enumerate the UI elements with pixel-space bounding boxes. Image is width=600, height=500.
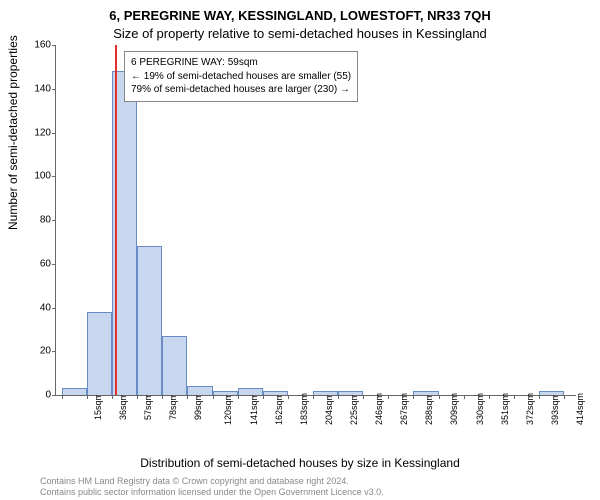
histogram-bar <box>213 391 238 395</box>
histogram-bar <box>62 388 87 395</box>
x-tick-mark <box>187 395 188 399</box>
x-tick-label: 141sqm <box>249 393 259 425</box>
histogram-bar <box>137 246 162 395</box>
footer-line-1: Contains HM Land Registry data © Crown c… <box>40 476 384 487</box>
footer-line-2: Contains public sector information licen… <box>40 487 384 498</box>
y-tick-label: 140 <box>16 83 51 94</box>
y-tick-label: 100 <box>16 171 51 182</box>
annotation-larger: 79% of semi-detached houses are larger (… <box>131 83 351 97</box>
x-tick-mark <box>213 395 214 399</box>
histogram-bar <box>162 336 187 395</box>
x-tick-label: 78sqm <box>168 393 178 420</box>
x-tick-label: 351sqm <box>500 393 510 425</box>
y-tick-mark <box>52 89 56 90</box>
chart-subtitle: Size of property relative to semi-detach… <box>0 26 600 41</box>
x-tick-mark <box>87 395 88 399</box>
y-tick-label: 0 <box>16 390 51 401</box>
x-tick-mark <box>162 395 163 399</box>
x-tick-label: 414sqm <box>575 393 585 425</box>
y-tick-label: 20 <box>16 346 51 357</box>
x-tick-mark <box>439 395 440 399</box>
x-tick-mark <box>464 395 465 399</box>
x-tick-mark <box>514 395 515 399</box>
y-tick-mark <box>52 395 56 396</box>
histogram-bar <box>87 312 112 395</box>
x-tick-label: 288sqm <box>424 393 434 425</box>
x-tick-mark <box>288 395 289 399</box>
y-tick-mark <box>52 351 56 352</box>
x-tick-label: 99sqm <box>193 393 203 420</box>
x-tick-label: 225sqm <box>349 393 359 425</box>
x-tick-mark <box>539 395 540 399</box>
y-tick-mark <box>52 133 56 134</box>
x-tick-label: 36sqm <box>118 393 128 420</box>
y-tick-label: 80 <box>16 215 51 226</box>
y-tick-label: 120 <box>16 127 51 138</box>
histogram-bar <box>313 391 338 395</box>
x-tick-mark <box>263 395 264 399</box>
plot-area: 02040608010012014016015sqm36sqm57sqm78sq… <box>55 45 576 396</box>
x-tick-label: 162sqm <box>274 393 284 425</box>
histogram-bar <box>263 391 288 395</box>
x-tick-label: 393sqm <box>550 393 560 425</box>
x-tick-label: 57sqm <box>143 393 153 420</box>
x-tick-label: 120sqm <box>224 393 234 425</box>
x-tick-mark <box>238 395 239 399</box>
x-tick-mark <box>338 395 339 399</box>
x-tick-label: 309sqm <box>449 393 459 425</box>
x-tick-mark <box>313 395 314 399</box>
y-tick-mark <box>52 176 56 177</box>
chart-title-address: 6, PEREGRINE WAY, KESSINGLAND, LOWESTOFT… <box>0 8 600 23</box>
x-tick-mark <box>137 395 138 399</box>
x-tick-label: 204sqm <box>324 393 334 425</box>
attribution-footer: Contains HM Land Registry data © Crown c… <box>40 476 384 499</box>
annotation-title: 6 PEREGRINE WAY: 59sqm <box>131 56 351 70</box>
histogram-bar <box>539 391 564 395</box>
x-tick-mark <box>564 395 565 399</box>
y-tick-label: 160 <box>16 40 51 51</box>
y-tick-mark <box>52 45 56 46</box>
y-tick-label: 40 <box>16 302 51 313</box>
annotation-box: 6 PEREGRINE WAY: 59sqm← 19% of semi-deta… <box>124 51 358 102</box>
x-tick-mark <box>62 395 63 399</box>
x-tick-label: 372sqm <box>525 393 535 425</box>
x-tick-label: 267sqm <box>399 393 409 425</box>
property-marker-line <box>115 45 117 395</box>
x-tick-mark <box>388 395 389 399</box>
x-tick-label: 246sqm <box>374 393 384 425</box>
annotation-smaller: ← 19% of semi-detached houses are smalle… <box>131 70 351 84</box>
y-tick-mark <box>52 220 56 221</box>
histogram-bar <box>238 388 263 395</box>
y-tick-mark <box>52 308 56 309</box>
x-tick-mark <box>489 395 490 399</box>
histogram-bar <box>338 391 363 395</box>
property-size-histogram: 6, PEREGRINE WAY, KESSINGLAND, LOWESTOFT… <box>0 0 600 500</box>
x-tick-mark <box>413 395 414 399</box>
y-tick-label: 60 <box>16 258 51 269</box>
x-tick-mark <box>363 395 364 399</box>
x-tick-label: 183sqm <box>299 393 309 425</box>
x-tick-mark <box>112 395 113 399</box>
x-tick-label: 330sqm <box>475 393 485 425</box>
x-axis-label: Distribution of semi-detached houses by … <box>0 456 600 470</box>
histogram-bar <box>413 391 438 395</box>
x-tick-label: 15sqm <box>93 393 103 420</box>
y-tick-mark <box>52 264 56 265</box>
histogram-bar <box>187 386 212 395</box>
